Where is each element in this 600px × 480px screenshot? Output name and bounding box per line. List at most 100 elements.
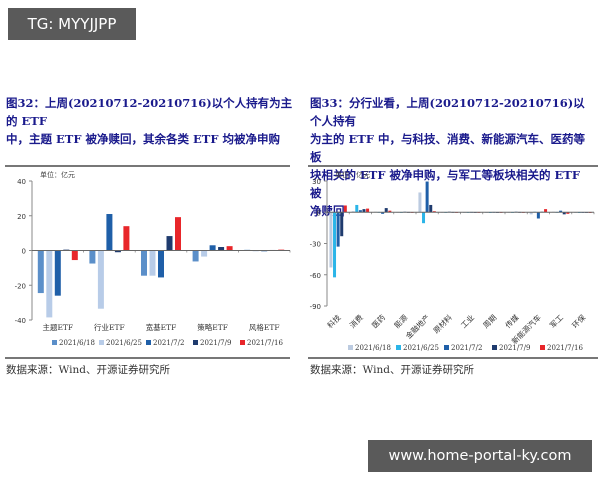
legend-swatch <box>444 345 449 350</box>
bar <box>175 217 181 251</box>
bar <box>355 204 359 213</box>
y-tick-label: 40 <box>17 178 26 186</box>
left-bottom-divider <box>5 357 290 359</box>
right-top-divider <box>308 165 598 167</box>
left-source-note: 数据来源：Wind、开源证券研究所 <box>6 364 170 376</box>
bar <box>340 212 344 237</box>
bar <box>89 250 96 264</box>
bar <box>425 181 429 213</box>
legend-label: 2021/7/9 <box>499 344 530 352</box>
y-tick-label: 20 <box>17 213 26 221</box>
bar <box>141 250 147 276</box>
legend-swatch <box>540 345 545 350</box>
bar <box>336 212 340 247</box>
bar <box>46 250 53 318</box>
y-unit-label: 单位：亿元 <box>40 170 75 179</box>
category-label: 科技 <box>325 312 343 330</box>
category-label: 原材料 <box>431 312 454 335</box>
bar <box>384 208 388 213</box>
category-label: 行业ETF <box>94 322 125 332</box>
bar <box>366 208 370 213</box>
legend-label: 2021/7/16 <box>247 339 283 347</box>
bar <box>37 250 44 294</box>
left-figure-panel: 图32：上周(20210712-20210716)以个人持有为主的 ETF 中，… <box>0 94 300 148</box>
y-tick-label: 0 <box>317 209 321 217</box>
category-label: 金融地产 <box>403 312 431 340</box>
y-tick-label: -90 <box>310 303 321 311</box>
right-title-line-1: 图33：分行业看，上周(20210712-20210716)以个人持有 <box>310 96 585 128</box>
y-unit-label: 单位：亿元 <box>335 170 370 179</box>
bar <box>218 247 225 251</box>
y-tick-label: -20 <box>15 282 26 290</box>
bar <box>544 209 548 213</box>
bar <box>123 226 130 251</box>
watermark-top: TG: MYYJJPP <box>8 8 136 40</box>
chart-legend: 2021/6/18 2021/6/25 2021/7/2 2021/7/9 2021/7… <box>348 344 583 352</box>
legend-label: 2021/6/25 <box>403 344 439 352</box>
bar <box>343 205 347 213</box>
legend-label: 2021/7/9 <box>200 339 231 347</box>
legend-label: 2021/7/2 <box>153 339 184 347</box>
bar <box>566 212 570 214</box>
legend-swatch <box>146 340 151 345</box>
legend-label: 2021/7/2 <box>451 344 482 352</box>
bar <box>54 250 61 296</box>
left-figure-title: 图32：上周(20210712-20210716)以个人持有为主的 ETF 中，… <box>0 94 300 148</box>
legend-swatch <box>396 345 401 350</box>
bar <box>201 250 208 257</box>
bar <box>166 236 173 251</box>
right-figure-title: 图33：分行业看，上周(20210712-20210716)以个人持有 为主的 … <box>304 94 600 220</box>
category-label: 策略ETF <box>197 322 228 332</box>
left-title-line-1: 图32：上周(20210712-20210716)以个人持有为主的 ETF <box>6 96 293 128</box>
legend-label: 2021/6/18 <box>355 344 391 352</box>
y-tick-label: -60 <box>310 272 321 280</box>
watermark-bottom: www.home-portal-ky.com <box>368 440 592 472</box>
bar <box>333 212 337 278</box>
legend-swatch <box>193 340 198 345</box>
right-figure-panel: 图33：分行业看，上周(20210712-20210716)以个人持有 为主的 … <box>304 94 600 220</box>
legend-label: 2021/7/16 <box>547 344 583 352</box>
category-label: 工业 <box>458 312 476 330</box>
legend-swatch <box>492 345 497 350</box>
bar <box>381 212 385 214</box>
legend-label: 2021/6/18 <box>59 339 95 347</box>
bar <box>149 250 156 276</box>
category-label: 主题ETF <box>42 322 73 332</box>
legend-swatch <box>240 340 245 345</box>
y-tick-label: -40 <box>15 317 26 325</box>
category-label: 军工 <box>548 313 565 330</box>
category-label: 宽基ETF <box>146 322 177 332</box>
bar <box>529 212 533 215</box>
bar <box>114 250 121 253</box>
left-bar-chart: 单位：亿元 40 20 0 -20 -40 主题ETF 行业ETF 宽基ETF 策略ETF 风格ET… <box>15 170 291 347</box>
bar <box>429 204 433 213</box>
bar <box>351 211 355 213</box>
bar <box>562 212 566 215</box>
bar <box>362 209 366 213</box>
bar <box>329 212 333 268</box>
bar <box>106 214 113 251</box>
bar <box>388 210 392 213</box>
bar <box>422 212 426 224</box>
bar <box>536 212 540 219</box>
left-top-divider <box>5 165 290 167</box>
bar <box>226 246 233 251</box>
legend-swatch <box>348 345 353 350</box>
bar <box>158 250 164 278</box>
category-label: 医药 <box>369 312 387 330</box>
legend-swatch <box>52 340 57 345</box>
bar <box>192 250 199 262</box>
bar <box>358 210 362 213</box>
category-label: 能源 <box>392 312 410 330</box>
chart-legend: 2021/6/18 2021/6/25 2021/7/2 2021/7/9 2021/7… <box>52 339 283 347</box>
category-label: 环保 <box>570 313 587 330</box>
bar <box>71 250 78 261</box>
right-title-line-3: 块相关的 ETF 被净申购，与军工等板块相关的 ETF 被 <box>310 168 580 200</box>
bar <box>97 250 104 309</box>
right-bottom-divider <box>308 357 598 359</box>
category-label: 消费 <box>347 312 365 330</box>
y-tick-label: -30 <box>310 241 321 249</box>
bar <box>559 210 563 213</box>
legend-swatch <box>99 340 104 345</box>
